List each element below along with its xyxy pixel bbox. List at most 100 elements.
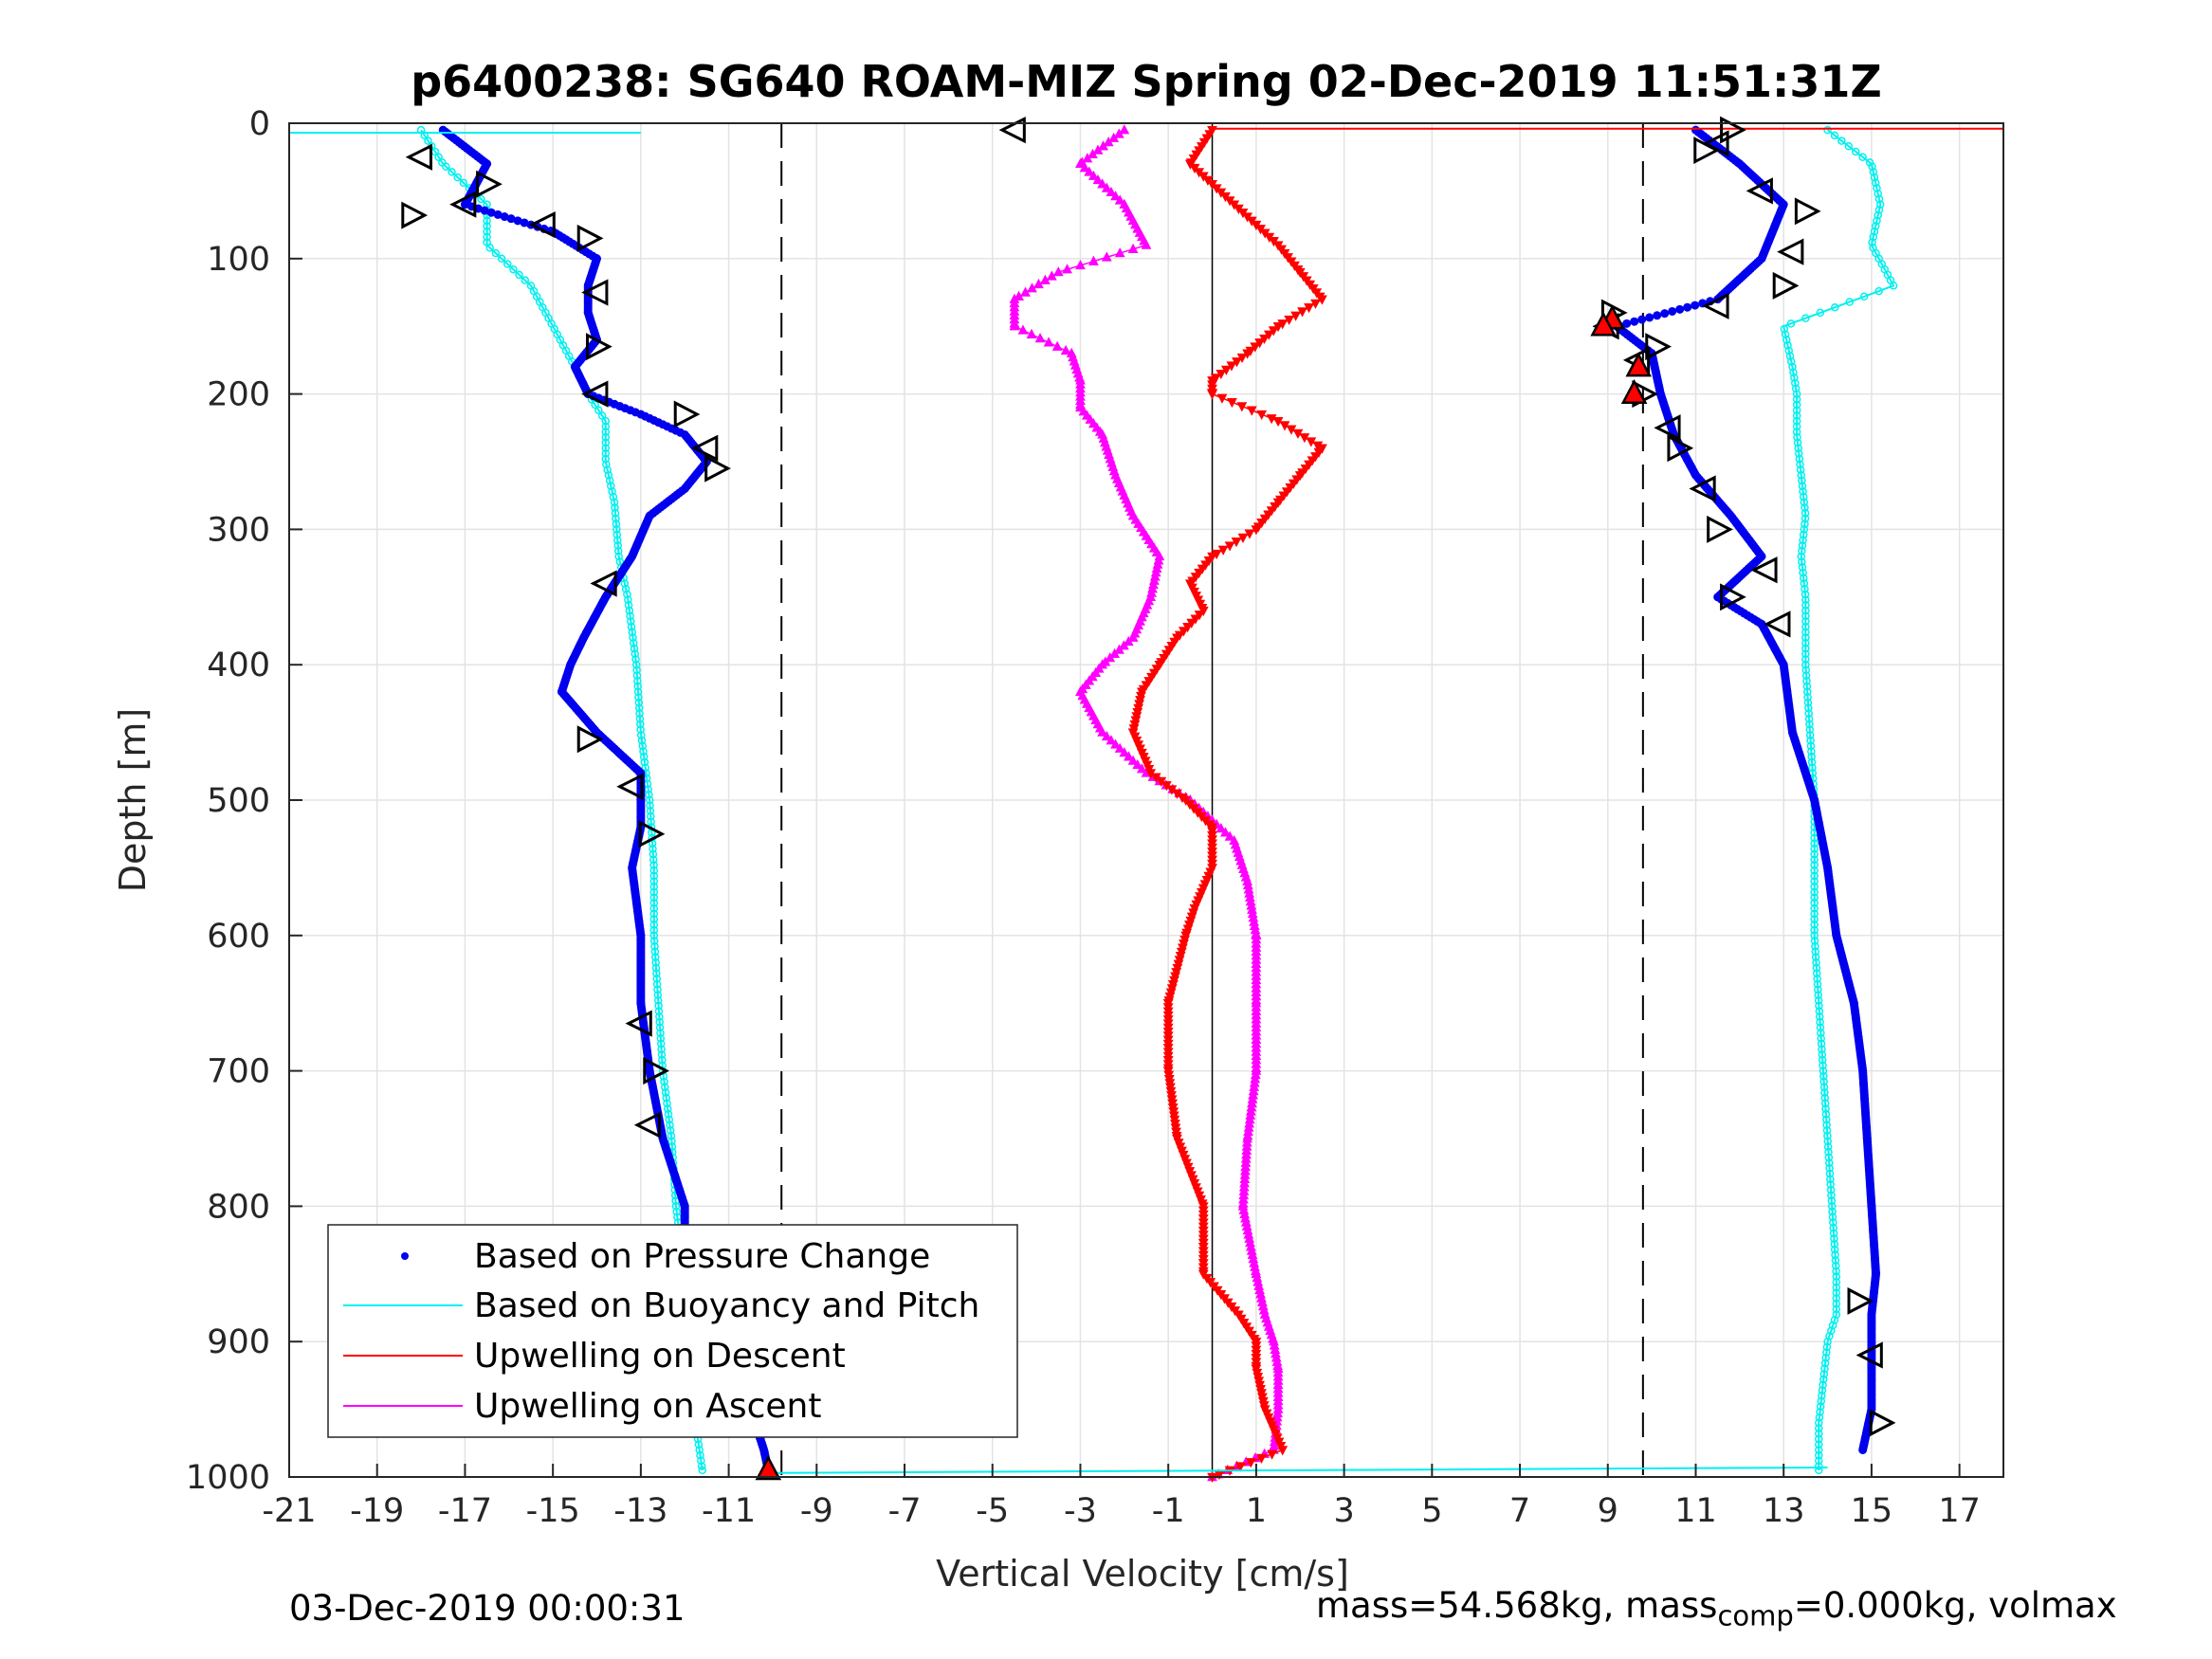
upwelling-descent-point (1232, 357, 1242, 368)
upwelling-ascent-point (1251, 1065, 1262, 1075)
x-tick-label: -7 (888, 1492, 922, 1530)
upwelling-descent-point (1256, 1453, 1267, 1465)
pressure-ascent-point (1653, 311, 1662, 320)
buoyancy-point (1800, 498, 1809, 507)
buoyancy-point (1813, 969, 1821, 978)
buoyancy-point (1816, 308, 1825, 318)
buoyancy-point (1837, 137, 1846, 145)
buoyancy-point (1832, 1310, 1841, 1319)
buoyancy-point (515, 270, 523, 280)
x-ticks: -21 -19 -17 -15 -13 -11 -9 -7 -5 -3 -1 1 3 5 7 9 11 13 15 1… (262, 1464, 1981, 1530)
upwelling-ascent-point (1088, 170, 1099, 180)
buoyancy-point (1802, 687, 1812, 697)
buoyancy-point (1815, 1462, 1823, 1470)
upwelling-ascent-point (1248, 1085, 1259, 1096)
buoyancy-point (1799, 487, 1807, 496)
buoyancy-point (1805, 725, 1815, 734)
y-tick-label: 0 (249, 105, 270, 143)
buoyancy-point (1870, 173, 1879, 182)
upwelling-ascent-point (1127, 755, 1139, 765)
buoyancy-point (1803, 698, 1813, 707)
buoyancy-point (1825, 1164, 1834, 1173)
buoyancy-point (630, 644, 639, 653)
buoyancy-point (1792, 390, 1801, 398)
buoyancy-point (671, 1202, 681, 1211)
direction-marker (581, 279, 609, 306)
buoyancy-point (1868, 162, 1876, 171)
buoyancy-point (1828, 1207, 1837, 1216)
buoyancy-point (1813, 975, 1821, 983)
buoyancy-point (634, 698, 644, 707)
buoyancy-point (1793, 438, 1802, 447)
upwelling-ascent-point (1101, 730, 1112, 741)
buoyancy-point (1832, 1272, 1841, 1281)
upwelling-ascent-point (1271, 1352, 1282, 1362)
buoyancy-point (1797, 471, 1805, 480)
buoyancy-point (1801, 639, 1810, 647)
buoyancy-point (1792, 428, 1801, 436)
legend-label-ascent: Upwelling on Ascent (474, 1387, 821, 1426)
apogee-marker (755, 1455, 782, 1481)
upwelling-ascent-point (1250, 1261, 1260, 1271)
buoyancy-point (698, 1466, 707, 1475)
buoyancy-point (601, 422, 611, 431)
upwelling-descent-point (1304, 303, 1314, 314)
buoyancy-point (607, 482, 615, 490)
pressure-ascent-point (1858, 1445, 1868, 1454)
buoyancy-point (1823, 1137, 1832, 1146)
buoyancy-point (1801, 628, 1810, 637)
buoyancy-point (1827, 1196, 1837, 1205)
upwelling-ascent-point (1272, 1403, 1284, 1413)
direction-marker (1750, 556, 1778, 584)
buoyancy-point (1810, 931, 1819, 940)
buoyancy-point (1832, 1278, 1841, 1286)
y-tick-label: 900 (207, 1323, 270, 1361)
buoyancy-point (667, 1131, 676, 1140)
buoyancy-point (1819, 1077, 1828, 1086)
buoyancy-point (1801, 617, 1810, 626)
upwelling-descent-point (1244, 529, 1255, 539)
pressure-descent-point (520, 218, 529, 228)
upwelling-ascent-point (1248, 1089, 1258, 1100)
x-tick-label: 13 (1763, 1492, 1805, 1530)
buoyancy-point (1822, 1126, 1832, 1135)
buoyancy-point (485, 244, 494, 252)
buoyancy-point (649, 845, 657, 853)
buoyancy-point (1819, 1072, 1828, 1081)
buoyancy-point (1801, 633, 1810, 642)
buoyancy-point (649, 855, 658, 865)
pressure-descent-point (493, 210, 503, 219)
buoyancy-point (1811, 941, 1819, 951)
direction-marker (1764, 611, 1791, 638)
buoyancy-point (649, 909, 659, 919)
buoyancy-point (597, 411, 607, 420)
buoyancy-point (1800, 579, 1809, 588)
reference-lines (780, 123, 1644, 1477)
buoyancy-point (1869, 232, 1878, 242)
buoyancy-point (1782, 336, 1791, 344)
upwelling-ascent-point (1245, 1105, 1256, 1116)
buoyancy-point (1815, 1446, 1823, 1454)
upwelling-ascent-point (1248, 912, 1259, 922)
x-tick-label: -15 (526, 1492, 580, 1530)
buoyancy-point (649, 883, 659, 891)
bottom-buoyancy-spike (772, 1467, 1828, 1474)
upwelling-ascent-point (1141, 239, 1152, 249)
buoyancy-point (657, 1050, 667, 1059)
buoyancy-point (1828, 1321, 1837, 1330)
buoyancy-point (635, 709, 644, 718)
buoyancy-point (1790, 374, 1799, 382)
upwelling-ascent-point (1271, 1412, 1283, 1422)
buoyancy-point (645, 791, 653, 799)
upwelling-ascent-point (1239, 1208, 1251, 1219)
buoyancy-point (1792, 411, 1801, 420)
buoyancy-point (1827, 1191, 1836, 1200)
buoyancy-point (645, 795, 654, 805)
direction-marker (1794, 197, 1821, 226)
buoyancy-point (647, 811, 655, 821)
buoyancy-point (1799, 574, 1808, 583)
upwelling-ascent-point (1088, 148, 1098, 159)
buoyancy-point (1805, 731, 1815, 739)
upwelling-ascent-point (1009, 320, 1020, 331)
upwelling-ascent-point (1244, 1232, 1255, 1243)
